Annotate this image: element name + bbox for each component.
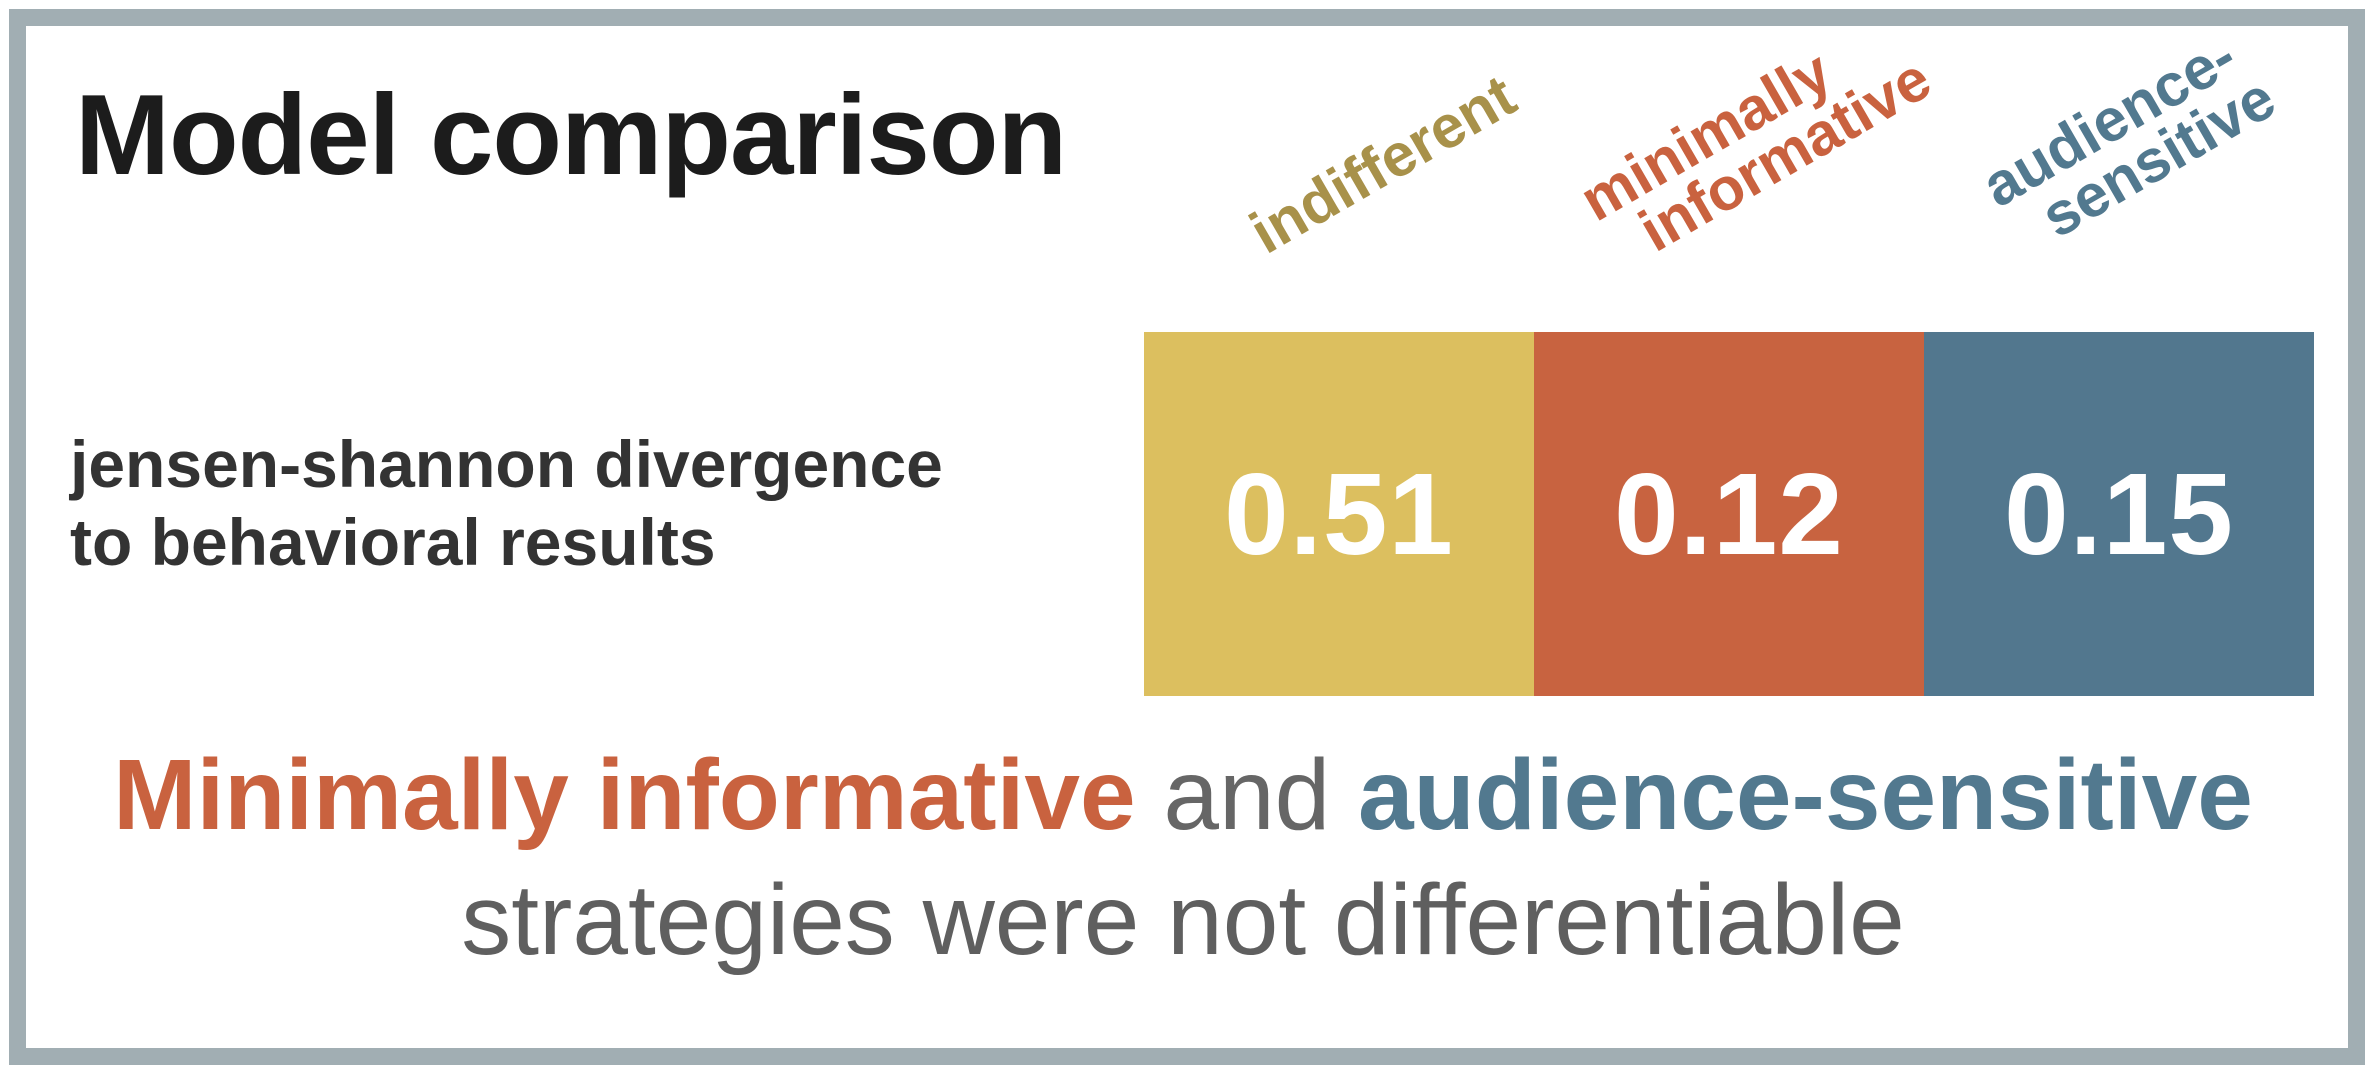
conclusion-model-minimally-informative: Minimally informative: [113, 739, 1136, 851]
score-value-minimally-informative: 0.12: [1614, 449, 1844, 579]
score-cell-audience-sensitive: 0.15: [1924, 332, 2314, 696]
figure-title: Model comparison: [75, 72, 1067, 199]
conclusion-line2: strategies were not differentiable: [461, 864, 1905, 976]
conclusion-line1: Minimally informative and audience-sensi…: [0, 735, 2366, 855]
score-cell-indifferent: 0.51: [1144, 332, 1534, 696]
conclusion-model-audience-sensitive: audience-sensitive: [1358, 739, 2253, 851]
score-table: 0.51 0.12 0.15: [1144, 332, 2314, 696]
conclusion-connector: and: [1135, 739, 1359, 851]
metric-label-line2: to behavioral results: [70, 505, 716, 579]
score-value-indifferent: 0.51: [1224, 449, 1454, 579]
metric-label: jensen-shannon divergence to behavioral …: [70, 425, 943, 581]
score-cell-minimally-informative: 0.12: [1534, 332, 1924, 696]
metric-label-line1: jensen-shannon divergence: [70, 427, 943, 501]
conclusion: Minimally informative and audience-sensi…: [0, 735, 2366, 985]
score-value-audience-sensitive: 0.15: [2004, 449, 2234, 579]
